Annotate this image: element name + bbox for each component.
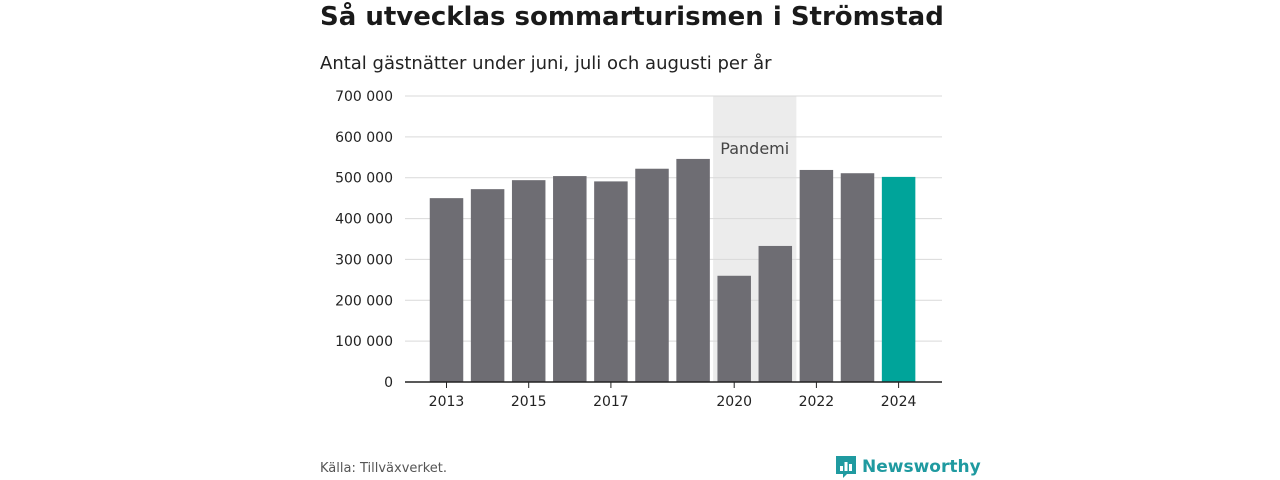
x-tick-label: 2024 bbox=[881, 394, 917, 410]
bar-2015 bbox=[511, 180, 546, 382]
x-tick-label: 2017 bbox=[593, 394, 629, 410]
bar-2019 bbox=[676, 158, 710, 382]
y-tick-label: 400 000 bbox=[335, 212, 393, 228]
y-tick-label: 300 000 bbox=[335, 252, 393, 268]
bar-2013 bbox=[429, 198, 464, 382]
chart-subtitle: Antal gästnätter under juni, juli och au… bbox=[320, 53, 772, 74]
x-tick-label: 2020 bbox=[716, 394, 752, 410]
bar-2016 bbox=[553, 176, 587, 382]
pandemic-label: Pandemi bbox=[720, 139, 789, 158]
bar-2022 bbox=[799, 169, 834, 382]
y-tick-label: 0 bbox=[384, 375, 393, 391]
y-tick-label: 700 000 bbox=[335, 89, 393, 105]
bar-2017 bbox=[594, 181, 628, 382]
source-note: Källa: Tillväxverket. bbox=[320, 461, 448, 476]
brand-logo: Newsworthy bbox=[835, 455, 981, 479]
bar-2021 bbox=[758, 245, 793, 382]
chart-title: Så utvecklas sommarturismen i Strömstad bbox=[320, 2, 944, 32]
y-tick-label: 100 000 bbox=[335, 334, 393, 350]
bar-2024 bbox=[881, 176, 916, 382]
brand-name: Newsworthy bbox=[862, 457, 981, 477]
y-tick-label: 200 000 bbox=[335, 293, 393, 309]
y-tick-label: 600 000 bbox=[335, 130, 393, 146]
bar-2018 bbox=[635, 168, 669, 382]
y-tick-label: 500 000 bbox=[335, 171, 393, 187]
bar-2014 bbox=[470, 189, 505, 382]
bar-2023 bbox=[840, 173, 875, 382]
x-tick-label: 2013 bbox=[429, 394, 465, 410]
x-tick-label: 2015 bbox=[511, 394, 547, 410]
bar-chart-speech-bubble-icon bbox=[836, 456, 856, 478]
x-tick-label: 2022 bbox=[799, 394, 835, 410]
bar-2020 bbox=[717, 275, 751, 382]
